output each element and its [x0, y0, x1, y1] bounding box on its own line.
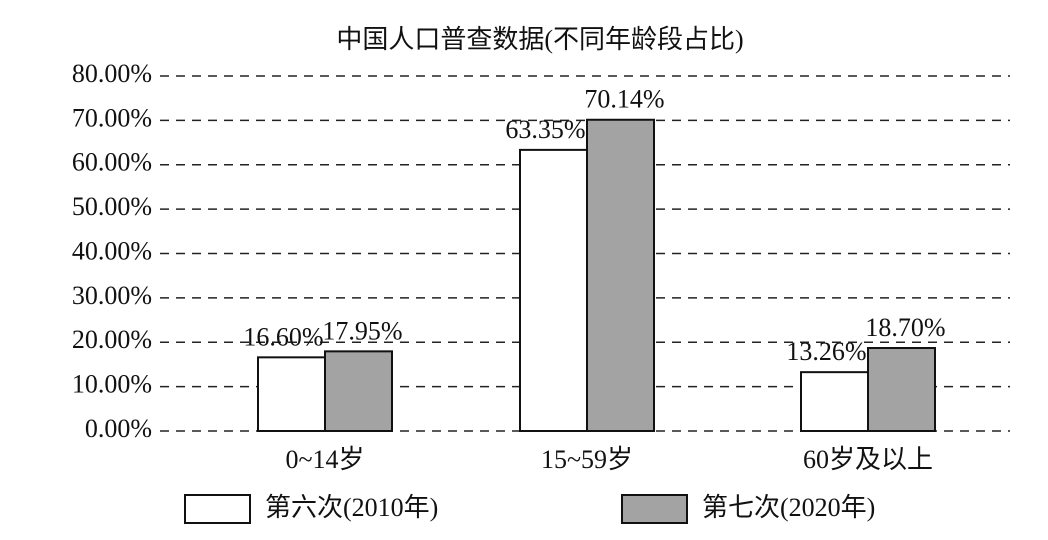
value-label: 13.26%: [786, 337, 866, 366]
bar: [867, 347, 936, 432]
bar: [519, 148, 588, 432]
legend-swatch: [184, 494, 251, 524]
value-label: 18.70%: [865, 313, 945, 342]
x-tick-label: 0~14岁: [285, 445, 364, 474]
y-tick-label: 60.00%: [72, 148, 152, 177]
y-tick-label: 0.00%: [85, 414, 152, 443]
y-tick-label: 10.00%: [72, 370, 152, 399]
value-label: 70.14%: [584, 85, 664, 114]
bar: [324, 350, 393, 432]
bar: [800, 371, 869, 433]
y-tick-label: 70.00%: [72, 103, 152, 132]
y-tick-label: 50.00%: [72, 192, 152, 221]
y-tick-label: 40.00%: [72, 236, 152, 265]
x-tick-label: 15~59岁: [541, 445, 633, 474]
legend-label: 第六次(2010年): [265, 493, 438, 522]
legend-swatch: [621, 494, 688, 524]
x-tick-label: 60岁及以上: [803, 445, 933, 474]
value-label: 63.35%: [505, 115, 585, 144]
y-tick-label: 30.00%: [72, 281, 152, 310]
value-label: 17.95%: [322, 316, 402, 345]
chart-title: 中国人口普查数据(不同年龄段占比): [336, 25, 743, 54]
bar: [586, 118, 655, 432]
value-label: 16.60%: [243, 322, 323, 351]
y-tick-label: 80.00%: [72, 59, 152, 88]
bar: [257, 356, 326, 432]
legend-label: 第七次(2020年): [702, 493, 875, 522]
y-tick-label: 20.00%: [72, 325, 152, 354]
